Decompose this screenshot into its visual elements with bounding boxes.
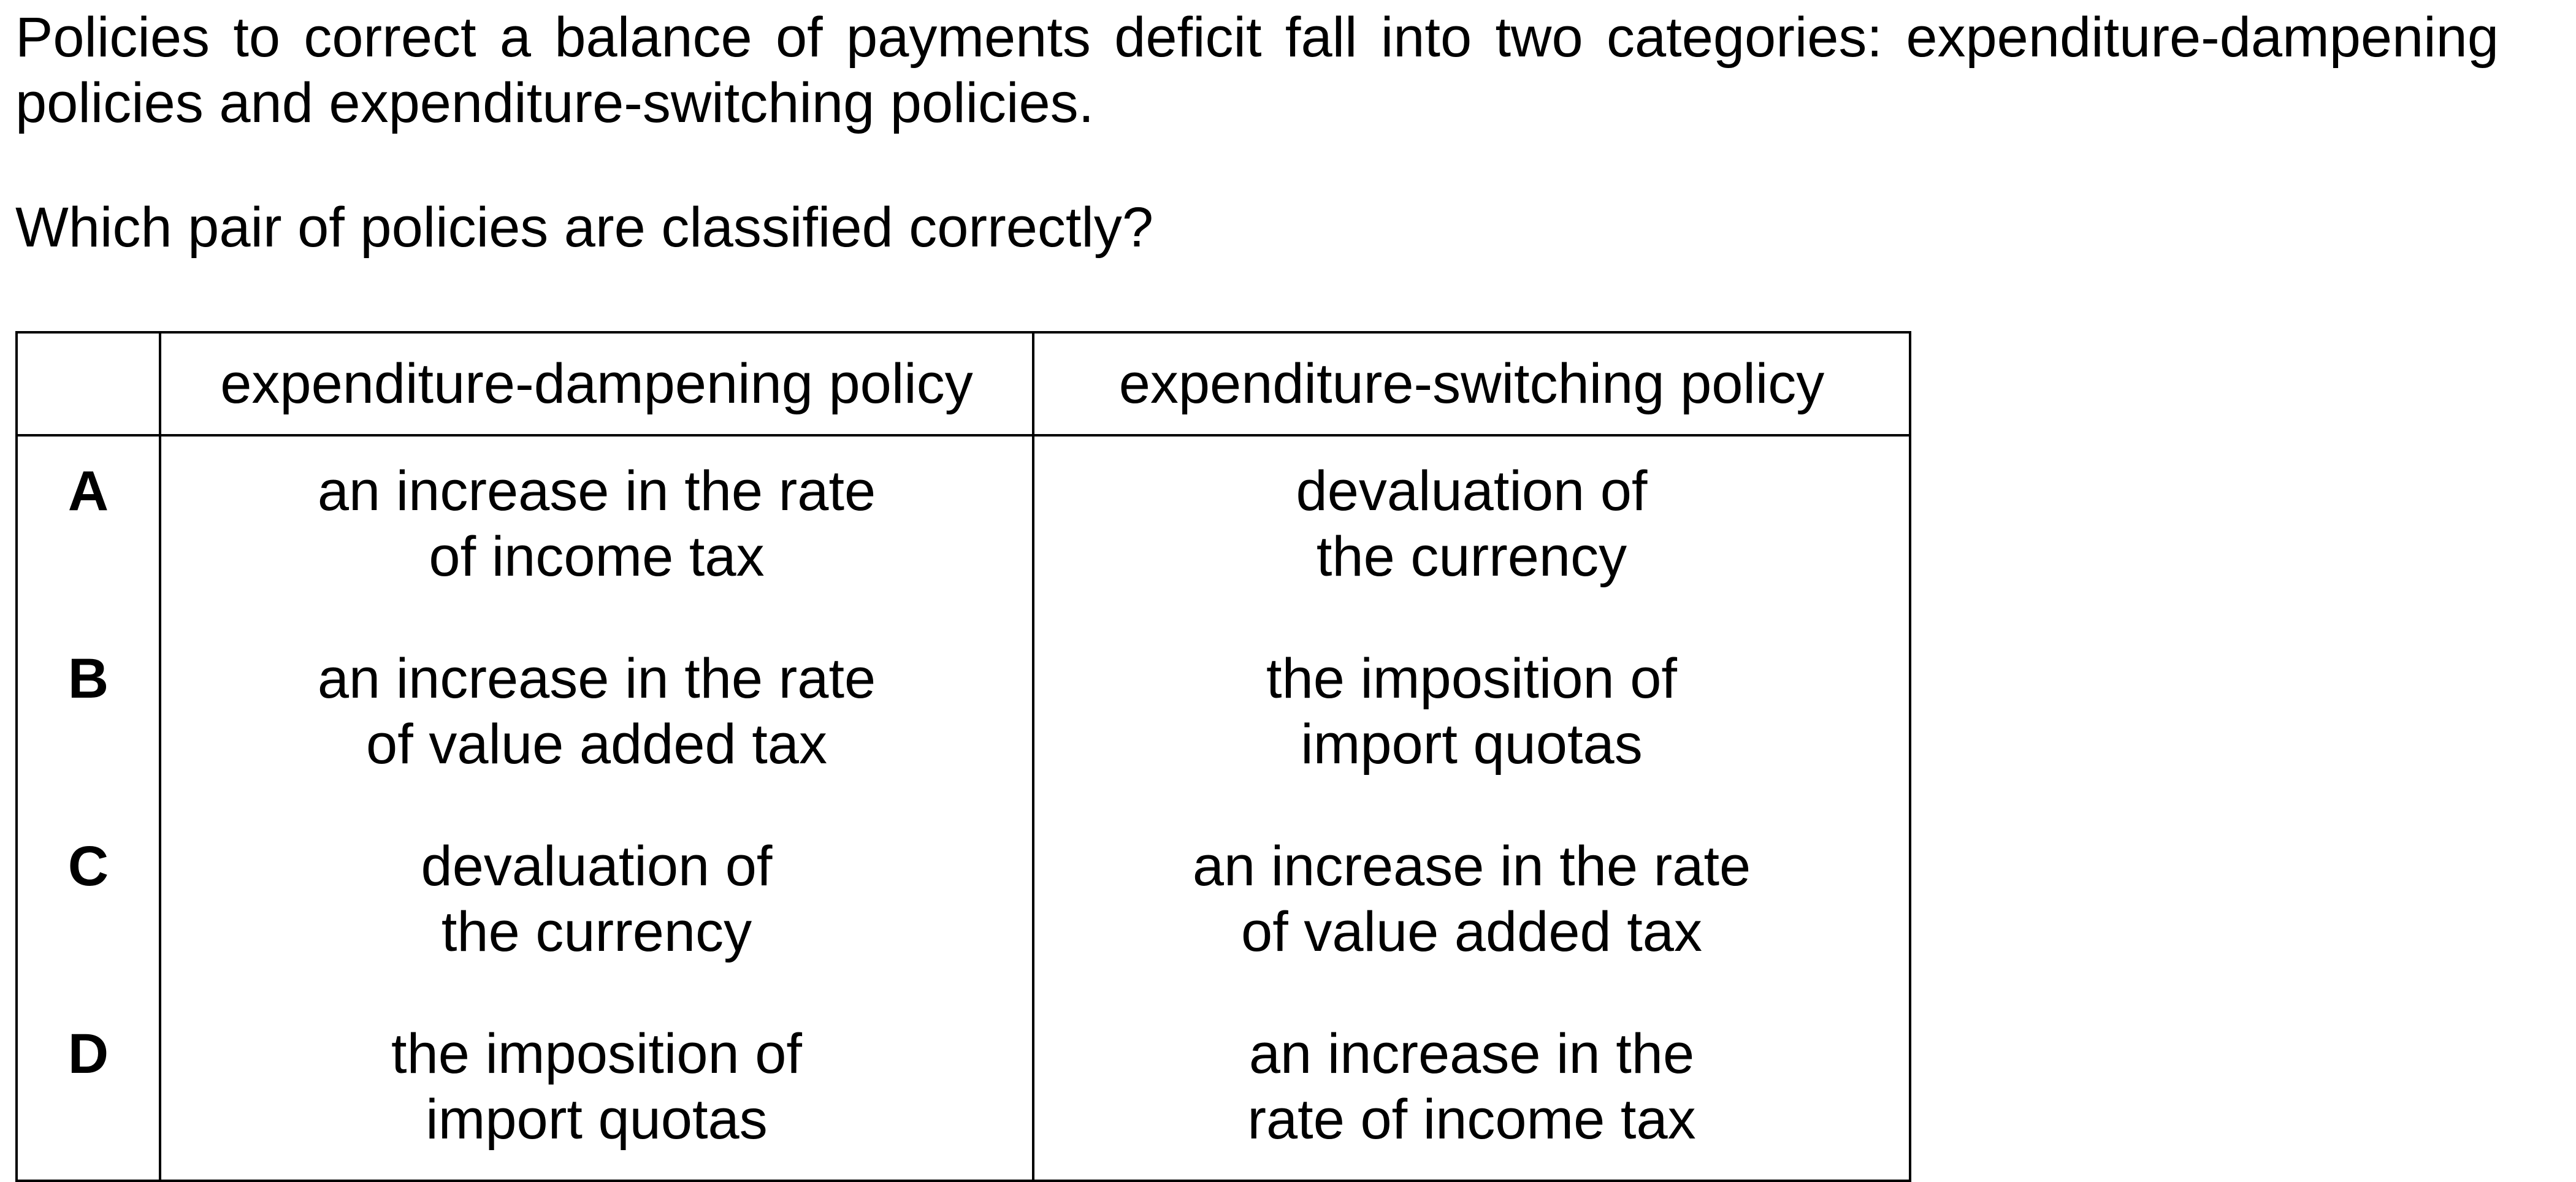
header-switching-policy: expenditure-switching policy: [1032, 331, 1911, 437]
dampening-cell: an increase in the rate of income tax: [159, 435, 1034, 634]
cell-line: an increase in the: [1248, 1023, 1695, 1085]
cell-line: an increase in the rate: [1192, 835, 1751, 898]
table-row: B an increase in the rate of value added…: [15, 634, 1911, 822]
dampening-cell: an increase in the rate of value added t…: [159, 634, 1034, 822]
dampening-cell: the imposition of import quotas: [159, 1009, 1034, 1182]
header-key-cell: [15, 331, 161, 437]
cell-line: the currency: [441, 901, 752, 963]
cell-line: import quotas: [1301, 713, 1643, 776]
cell-line: of income tax: [429, 525, 765, 588]
cell-line: import quotas: [426, 1088, 768, 1151]
cell-line: the imposition of: [1266, 647, 1677, 710]
cell-line: devaluation of: [1296, 460, 1648, 522]
cell-line: the currency: [1316, 525, 1627, 588]
switching-cell: devaluation of the currency: [1032, 435, 1911, 634]
options-table: expenditure-dampening policy expenditure…: [15, 331, 1911, 1182]
option-key: D: [15, 1009, 161, 1182]
cell-line: an increase in the rate: [317, 647, 876, 710]
cell-line: of value added tax: [366, 713, 827, 776]
option-key: A: [15, 435, 161, 634]
cell-line: an increase in the rate: [317, 460, 876, 522]
switching-cell: an increase in the rate of income tax: [1032, 1009, 1911, 1182]
dampening-cell: devaluation of the currency: [159, 822, 1034, 1009]
table-row: C devaluation of the currency an increas…: [15, 822, 1911, 1009]
question-intro: Policies to correct a balance of payment…: [15, 6, 2499, 134]
cell-line: devaluation of: [421, 835, 773, 898]
cell-line: the imposition of: [391, 1023, 802, 1085]
cell-line: of value added tax: [1241, 901, 1702, 963]
cell-line: rate of income tax: [1247, 1088, 1696, 1151]
switching-cell: an increase in the rate of value added t…: [1032, 822, 1911, 1009]
option-key: B: [15, 634, 161, 822]
table-row: A an increase in the rate of income tax …: [15, 435, 1911, 634]
table-header-row: expenditure-dampening policy expenditure…: [15, 331, 1911, 437]
switching-cell: the imposition of import quotas: [1032, 634, 1911, 822]
table-row: D the imposition of import quotas an inc…: [15, 1009, 1911, 1182]
option-key: C: [15, 822, 161, 1009]
header-dampening-policy: expenditure-dampening policy: [159, 331, 1034, 437]
question-prompt: Which pair of policies are classified co…: [15, 196, 1154, 259]
